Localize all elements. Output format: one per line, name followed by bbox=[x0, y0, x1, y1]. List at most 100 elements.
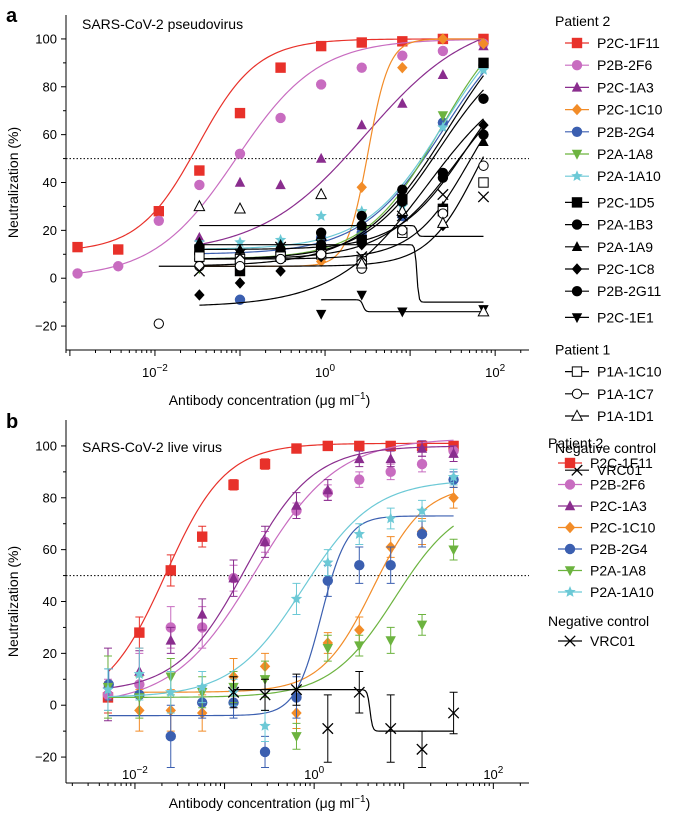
legend-marker bbox=[571, 170, 583, 182]
legend-label: P2A-1A8 bbox=[597, 146, 653, 162]
data-point bbox=[356, 251, 368, 263]
data-point bbox=[315, 249, 327, 260]
y-tick-label: 60 bbox=[43, 127, 57, 142]
legend-marker bbox=[571, 81, 583, 92]
legend: Patient 2 P2C-1F11 P2B-2F6 P2C-1A3 P2C-1C10 P… bbox=[548, 435, 656, 649]
legend-group-title: Negative control bbox=[548, 613, 649, 629]
fit-curve-p2c-1a3 bbox=[107, 445, 454, 689]
data-point bbox=[165, 565, 176, 576]
legend-marker bbox=[571, 366, 583, 377]
data-point bbox=[437, 121, 449, 133]
y-tick-label: 40 bbox=[43, 594, 57, 609]
data-point bbox=[397, 307, 408, 318]
data-point bbox=[437, 33, 449, 45]
data-point bbox=[477, 304, 490, 317]
data-point bbox=[322, 722, 334, 735]
legend-label: P2C-1C10 bbox=[597, 102, 663, 118]
data-point bbox=[356, 62, 367, 73]
fit-curve-p2a-1a8 bbox=[107, 525, 454, 699]
legend-label: P2C-1A3 bbox=[590, 498, 647, 514]
fit-curve-p1a-1c7 bbox=[158, 156, 485, 267]
legend-marker bbox=[564, 521, 576, 534]
data-point bbox=[153, 215, 164, 226]
fit-curve-p1a-1d1 bbox=[199, 224, 484, 237]
data-point bbox=[228, 479, 239, 491]
data-point bbox=[353, 528, 365, 539]
data-point bbox=[397, 225, 408, 236]
data-point bbox=[259, 746, 271, 758]
fit-curve-p2b-2g4 bbox=[108, 515, 454, 717]
data-point bbox=[416, 743, 428, 755]
data-point bbox=[322, 484, 333, 495]
y-tick-label: 0 bbox=[50, 698, 57, 713]
data-point bbox=[437, 69, 449, 80]
data-point bbox=[447, 471, 460, 482]
legend-marker bbox=[564, 457, 576, 469]
data-point bbox=[397, 97, 408, 108]
y-tick-label: 80 bbox=[43, 79, 57, 94]
data-point bbox=[416, 620, 428, 631]
data-point bbox=[478, 177, 489, 188]
data-point bbox=[416, 442, 428, 453]
y-tick-label: 20 bbox=[43, 223, 57, 238]
data-point bbox=[234, 261, 246, 272]
data-point bbox=[194, 289, 205, 301]
legend-marker bbox=[564, 566, 576, 577]
data-point bbox=[354, 624, 365, 636]
data-point bbox=[193, 265, 206, 277]
data-point bbox=[133, 668, 146, 679]
data-point bbox=[113, 244, 124, 255]
data-point bbox=[384, 512, 397, 524]
legend-marker bbox=[564, 543, 576, 555]
data-point bbox=[356, 37, 367, 48]
legend-marker bbox=[571, 149, 583, 160]
legend-label: P2C-1C10 bbox=[590, 520, 656, 536]
data-point bbox=[315, 210, 327, 221]
fit-curve-p2b-2g4 bbox=[199, 72, 484, 255]
data-point bbox=[165, 731, 176, 742]
legend-marker bbox=[564, 479, 576, 490]
data-point bbox=[354, 641, 365, 652]
panel-a: a SARS-CoV-2 pseudovirus −20 0 20 40 60 80 100 10… bbox=[5, 5, 663, 478]
data-point bbox=[113, 261, 124, 272]
data-point bbox=[275, 239, 286, 249]
data-point bbox=[72, 268, 83, 279]
legend-marker bbox=[571, 263, 583, 275]
x-tick-label: 100 bbox=[315, 363, 335, 380]
data-point bbox=[165, 686, 177, 698]
x-tick-label: 10−2 bbox=[142, 363, 168, 380]
data-point bbox=[315, 79, 327, 90]
data-point bbox=[153, 206, 164, 217]
data-point bbox=[196, 681, 208, 692]
data-point bbox=[322, 643, 333, 654]
y-tick-label: 0 bbox=[50, 271, 57, 286]
data-point bbox=[275, 179, 286, 190]
data-point bbox=[354, 474, 365, 485]
chart-title: SARS-CoV-2 pseudovirus bbox=[82, 16, 243, 32]
legend-marker bbox=[564, 635, 576, 647]
data-point bbox=[259, 689, 271, 701]
data-point bbox=[478, 129, 489, 140]
data-point bbox=[385, 636, 396, 647]
legend-label: P1A-1C7 bbox=[597, 386, 654, 402]
y-tick-label: 100 bbox=[35, 31, 57, 46]
data-point bbox=[315, 40, 327, 52]
x-tick-label: 102 bbox=[485, 363, 505, 380]
legend-label: P2B-2G4 bbox=[597, 124, 655, 140]
legend-label: P2B-2F6 bbox=[590, 477, 645, 493]
data-point bbox=[448, 492, 459, 504]
data-point bbox=[356, 119, 367, 130]
y-tick-label: 100 bbox=[35, 438, 57, 453]
data-point bbox=[354, 453, 365, 464]
data-point bbox=[356, 290, 367, 301]
legend-marker bbox=[571, 37, 583, 49]
legend-label: P2C-1A3 bbox=[597, 79, 654, 95]
x-axis-title: Antibody concentration (μg ml−1) bbox=[169, 794, 371, 811]
legend-label: P2C-1C8 bbox=[597, 261, 655, 277]
data-point bbox=[275, 265, 286, 277]
data-point bbox=[165, 634, 176, 645]
data-point bbox=[315, 239, 327, 251]
panel-letter: a bbox=[6, 5, 18, 27]
y-tick-label: −20 bbox=[35, 750, 57, 765]
